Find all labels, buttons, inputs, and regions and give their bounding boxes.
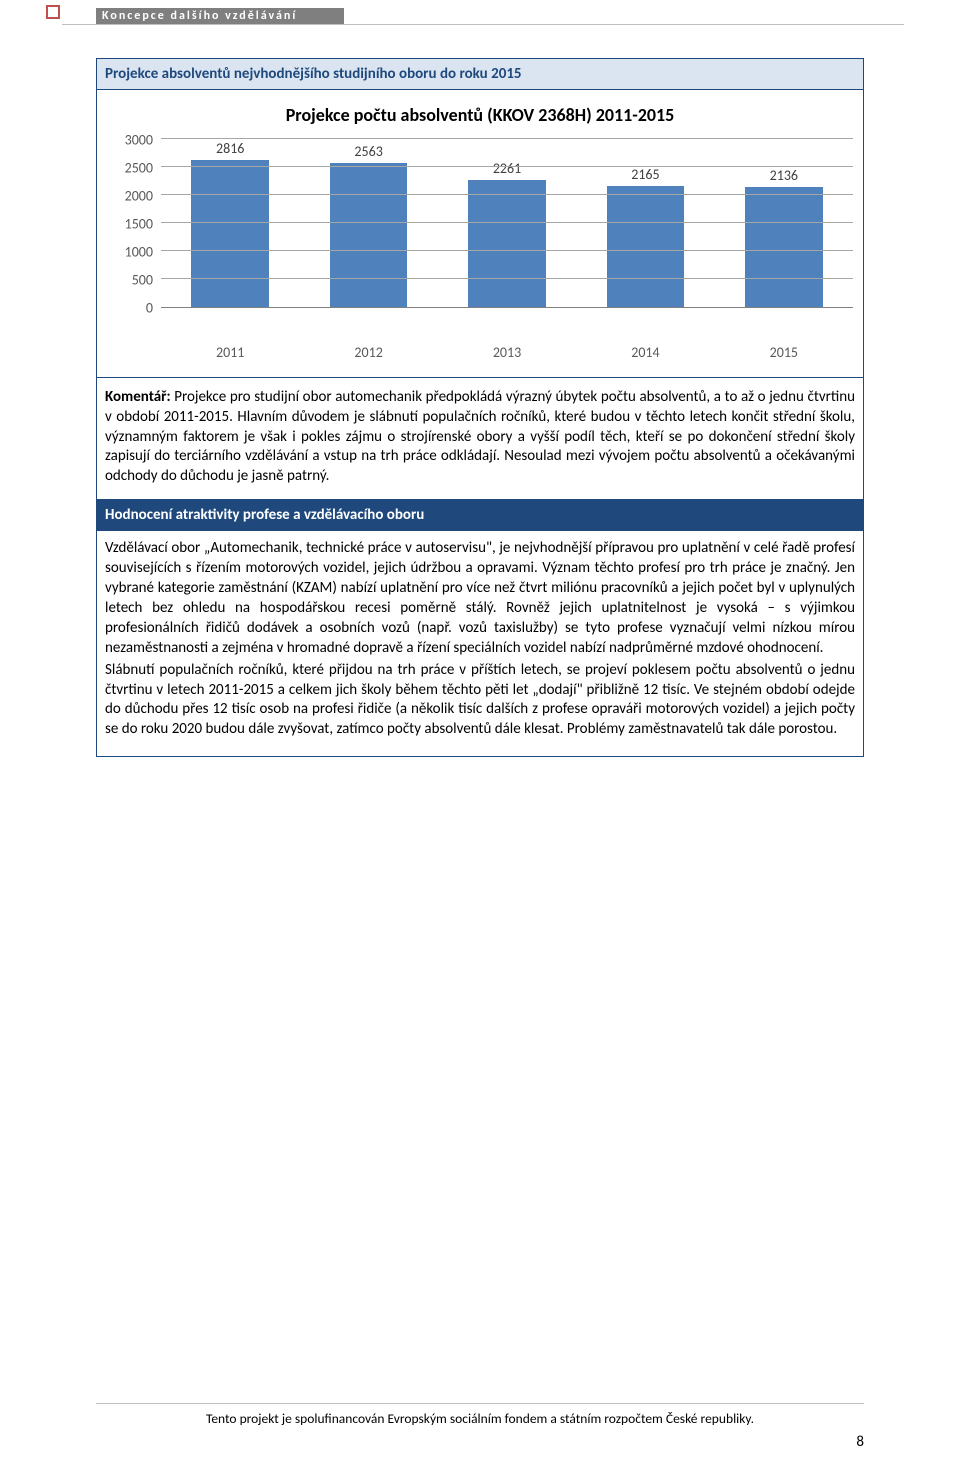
body-paragraph-2: Slábnutí populačních ročníků, které přij… xyxy=(105,661,855,741)
chart-y-tick-label: 3000 xyxy=(125,132,153,149)
chart-y-tick-label: 500 xyxy=(132,272,153,289)
chart-bar-value-label: 2816 xyxy=(216,140,244,157)
chart-area: 050010001500200025003000 281625632261216… xyxy=(107,140,853,340)
chart-bar-value-label: 2563 xyxy=(354,143,382,160)
chart-bar xyxy=(745,187,823,307)
chart-y-tick-label: 1000 xyxy=(125,244,153,261)
header-decor-square xyxy=(46,5,60,19)
chart-gridline xyxy=(161,166,853,167)
chart-x-axis: 20112012201320142015 xyxy=(161,344,853,361)
section-header: Hodnocení atraktivity profese a vzděláva… xyxy=(97,500,863,531)
chart-gridline xyxy=(161,222,853,223)
chart-x-tick-label: 2013 xyxy=(438,344,576,361)
chart-bar xyxy=(330,163,408,307)
chart-y-tick-label: 2000 xyxy=(125,188,153,205)
chart-bar xyxy=(191,160,269,307)
chart-y-tick-label: 1500 xyxy=(125,216,153,233)
body-paragraph-1: Vzdělávací obor „Automechanik, technické… xyxy=(105,539,855,659)
footer-text: Tento projekt je spolufinancován Evropsk… xyxy=(206,1410,754,1427)
chart-bar-value-label: 2136 xyxy=(770,167,798,184)
chart-y-tick-label: 0 xyxy=(146,300,153,317)
chart-y-axis: 050010001500200025003000 xyxy=(107,140,161,308)
chart-gridline xyxy=(161,278,853,279)
page-number: 8 xyxy=(856,1433,864,1451)
comment-text: Projekce pro studijní obor automechanik … xyxy=(105,388,855,485)
chart-gridline xyxy=(161,138,853,139)
chart-bar-value-label: 2165 xyxy=(631,166,659,183)
header-title-bar: Koncepce dalšího vzdělávání xyxy=(96,8,344,24)
chart-x-tick-label: 2011 xyxy=(161,344,299,361)
chart-cell: Projekce počtu absolventů (KKOV 2368H) 2… xyxy=(97,90,863,378)
main-box: Projekce absolventů nejvhodnějšího studi… xyxy=(96,58,864,757)
footer: Tento projekt je spolufinancován Evropsk… xyxy=(96,1403,864,1427)
comment-cell: Komentář: Projekce pro studijní obor aut… xyxy=(97,378,863,500)
header-divider xyxy=(62,24,904,25)
chart-bar xyxy=(468,180,546,307)
box-title-row: Projekce absolventů nejvhodnějšího studi… xyxy=(97,59,863,90)
chart-gridline xyxy=(161,250,853,251)
chart-x-tick-label: 2015 xyxy=(715,344,853,361)
chart-y-tick-label: 2500 xyxy=(125,160,153,177)
chart-bar-value-label: 2261 xyxy=(493,160,521,177)
chart-x-tick-label: 2014 xyxy=(576,344,714,361)
chart-gridline xyxy=(161,194,853,195)
page-header: Koncepce dalšího vzdělávání xyxy=(0,0,960,40)
content-area: Projekce absolventů nejvhodnějšího studi… xyxy=(0,40,960,757)
chart-title: Projekce počtu absolventů (KKOV 2368H) 2… xyxy=(107,104,853,126)
chart-plot: 2816 2563 2261 2165 2136 xyxy=(161,140,853,308)
comment-label: Komentář: xyxy=(105,388,171,406)
body-cell: Vzdělávací obor „Automechanik, technické… xyxy=(97,531,863,756)
chart-x-tick-label: 2012 xyxy=(299,344,437,361)
chart-bar xyxy=(607,186,685,307)
